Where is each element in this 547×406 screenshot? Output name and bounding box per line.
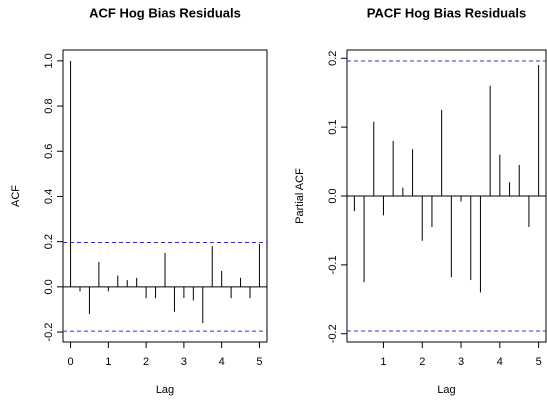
x-tick-label: 2 bbox=[419, 356, 425, 368]
x-tick-label: 4 bbox=[497, 356, 503, 368]
x-axis-label: Lag bbox=[437, 384, 455, 396]
y-tick-label: -0.1 bbox=[327, 255, 339, 274]
y-tick-label: 0.0 bbox=[43, 279, 55, 294]
x-axis-label: Lag bbox=[156, 384, 174, 396]
x-tick-label: 1 bbox=[380, 356, 386, 368]
x-tick-label: 5 bbox=[256, 356, 262, 368]
y-tick-label: 0.2 bbox=[327, 51, 339, 66]
y-tick-label: -0.2 bbox=[43, 323, 55, 342]
x-tick-label: 0 bbox=[67, 356, 73, 368]
y-tick-label: 0.6 bbox=[43, 144, 55, 159]
y-tick-label: 1.0 bbox=[43, 53, 55, 68]
x-tick-label: 4 bbox=[219, 356, 225, 368]
y-tick-label: 0.8 bbox=[43, 98, 55, 113]
chart-title: ACF Hog Bias Residuals bbox=[89, 5, 241, 20]
y-tick-label: 0.4 bbox=[43, 189, 55, 204]
chart-title: PACF Hog Bias Residuals bbox=[367, 5, 526, 20]
y-tick-label: 0.1 bbox=[327, 119, 339, 134]
y-tick-label: -0.2 bbox=[327, 324, 339, 343]
y-axis-label: Partial ACF bbox=[294, 168, 306, 224]
y-tick-label: 0.0 bbox=[327, 188, 339, 203]
y-tick-label: 0.2 bbox=[43, 234, 55, 249]
y-axis-label: ACF bbox=[10, 185, 22, 207]
x-tick-label: 3 bbox=[181, 356, 187, 368]
x-tick-label: 2 bbox=[143, 356, 149, 368]
x-tick-label: 3 bbox=[458, 356, 464, 368]
x-tick-label: 5 bbox=[536, 356, 542, 368]
x-tick-label: 1 bbox=[105, 356, 111, 368]
plot-frame bbox=[62, 49, 268, 343]
